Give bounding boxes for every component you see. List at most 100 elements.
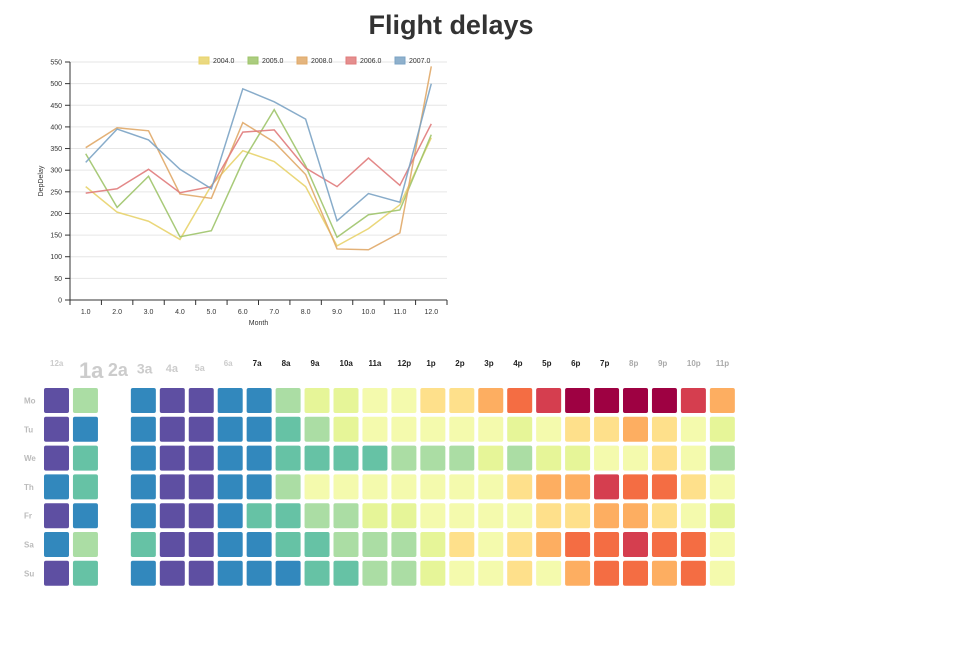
heatmap-cell <box>130 388 156 413</box>
hour-label: 3a <box>137 361 153 377</box>
y-tick-label: 400 <box>50 124 62 131</box>
page-title: Flight delays <box>368 10 534 40</box>
hour-label: 10a <box>340 359 354 368</box>
x-tick-label: 2.0 <box>112 309 122 316</box>
hour-label: 6p <box>571 359 580 368</box>
heatmap-cell <box>651 474 677 500</box>
hour-label: 12a <box>50 359 64 368</box>
heatmap-cell <box>478 503 504 529</box>
hour-label: 10p <box>687 359 701 368</box>
heatmap-cell <box>594 416 620 442</box>
hour-label: 11p <box>716 359 729 368</box>
heatmap-cell <box>44 560 69 586</box>
heatmap-cell <box>246 474 272 500</box>
heatmap-cell <box>304 474 330 500</box>
heatmap-cell <box>449 388 475 413</box>
x-tick-label: 6.0 <box>238 309 248 316</box>
heatmap-cell <box>623 388 648 413</box>
legend-label: 2007.0 <box>409 58 431 65</box>
legend-swatch <box>296 56 308 65</box>
heatmap-cell <box>623 560 648 586</box>
heatmap-cell <box>333 416 359 442</box>
legend-swatch <box>394 56 406 65</box>
heatmap-cell <box>478 388 504 413</box>
hour-label: 7p <box>600 359 609 368</box>
heatmap-cell <box>304 445 330 471</box>
heatmap-cell <box>159 532 185 557</box>
heatmap-cell <box>246 416 272 442</box>
heatmap-cell <box>420 503 446 529</box>
y-tick-label: 150 <box>50 233 62 240</box>
series-line <box>85 137 432 247</box>
heatmap-cell <box>217 474 243 500</box>
heatmap-cell <box>304 560 330 586</box>
heatmap-cell <box>130 416 156 442</box>
heatmap-cell <box>246 532 272 557</box>
heatmap-cell <box>130 474 156 500</box>
hour-label: 7a <box>253 359 262 368</box>
heatmap-cell <box>159 388 185 413</box>
hour-label: 8p <box>629 359 638 368</box>
heatmap-cell <box>709 416 735 442</box>
x-tick-label: 12.0 <box>424 309 438 316</box>
heatmap-cell <box>72 503 98 529</box>
day-label: Th <box>24 483 34 492</box>
heatmap-cell <box>651 503 677 529</box>
heatmap-cell <box>44 532 69 557</box>
heatmap-cell <box>275 532 301 557</box>
hour-label: 2a <box>108 360 129 380</box>
heatmap-cell <box>304 503 330 529</box>
y-tick-label: 500 <box>50 81 62 88</box>
heatmap-cell <box>72 532 98 557</box>
heatmap-cell <box>709 532 735 557</box>
series-line <box>85 83 433 223</box>
hour-label: 2p <box>455 359 464 368</box>
hour-label: 9a <box>311 359 320 368</box>
heatmap-cell <box>623 503 648 529</box>
heatmap-cell <box>594 503 620 529</box>
heatmap-cell <box>44 474 69 500</box>
legend-swatch <box>198 56 210 65</box>
heatmap-cell <box>536 560 562 586</box>
heatmap-cell <box>275 388 301 413</box>
heatmap-cell <box>507 532 533 557</box>
series-line <box>85 66 433 251</box>
heatmap-cell <box>275 560 301 586</box>
heatmap-cell <box>680 445 706 471</box>
heatmap-cell <box>478 560 504 586</box>
heatmap-cell <box>420 474 446 500</box>
legend-label: 2004.0 <box>213 58 235 65</box>
heatmap-cell <box>72 445 98 471</box>
hour-label: 4a <box>166 363 179 375</box>
heatmap-cell <box>536 388 562 413</box>
heatmap-cell <box>478 532 504 557</box>
heatmap-cell <box>565 445 591 471</box>
heatmap-cell <box>709 503 735 529</box>
heatmap-cell <box>478 445 504 471</box>
heatmap-cell <box>275 445 301 471</box>
heatmap-cell <box>680 388 706 413</box>
y-tick-label: 100 <box>50 254 62 261</box>
legend-label: 2008.0 <box>311 58 333 65</box>
heatmap-cell <box>507 474 533 500</box>
heatmap-cell <box>507 416 533 442</box>
hour-label: 1a <box>79 358 104 383</box>
heatmap-cell <box>333 474 359 500</box>
x-axis-label: Month <box>249 320 269 327</box>
heatmap-cell <box>391 388 417 413</box>
heatmap-cell <box>188 474 214 500</box>
heatmap-cell <box>217 560 243 586</box>
heatmap-cell <box>159 474 185 500</box>
hour-label: 5p <box>542 359 551 368</box>
heatmap-cell <box>217 532 243 557</box>
heatmap-cell <box>130 560 156 586</box>
heatmap-chart: 12a 1a 2a 3a 4a 5a 6a 7a 8a 9a 10a 11a 12p 1p 2p 3p 4p 5p… <box>24 358 735 586</box>
heatmap-cell <box>130 503 156 529</box>
x-tick-label: 5.0 <box>207 309 217 316</box>
heatmap-cell <box>536 474 562 500</box>
x-tick-label: 10.0 <box>362 309 376 316</box>
heatmap-cell <box>507 445 533 471</box>
heatmap-cell <box>565 532 591 557</box>
heatmap-cell <box>680 503 706 529</box>
x-tick-label: 4.0 <box>175 309 185 316</box>
